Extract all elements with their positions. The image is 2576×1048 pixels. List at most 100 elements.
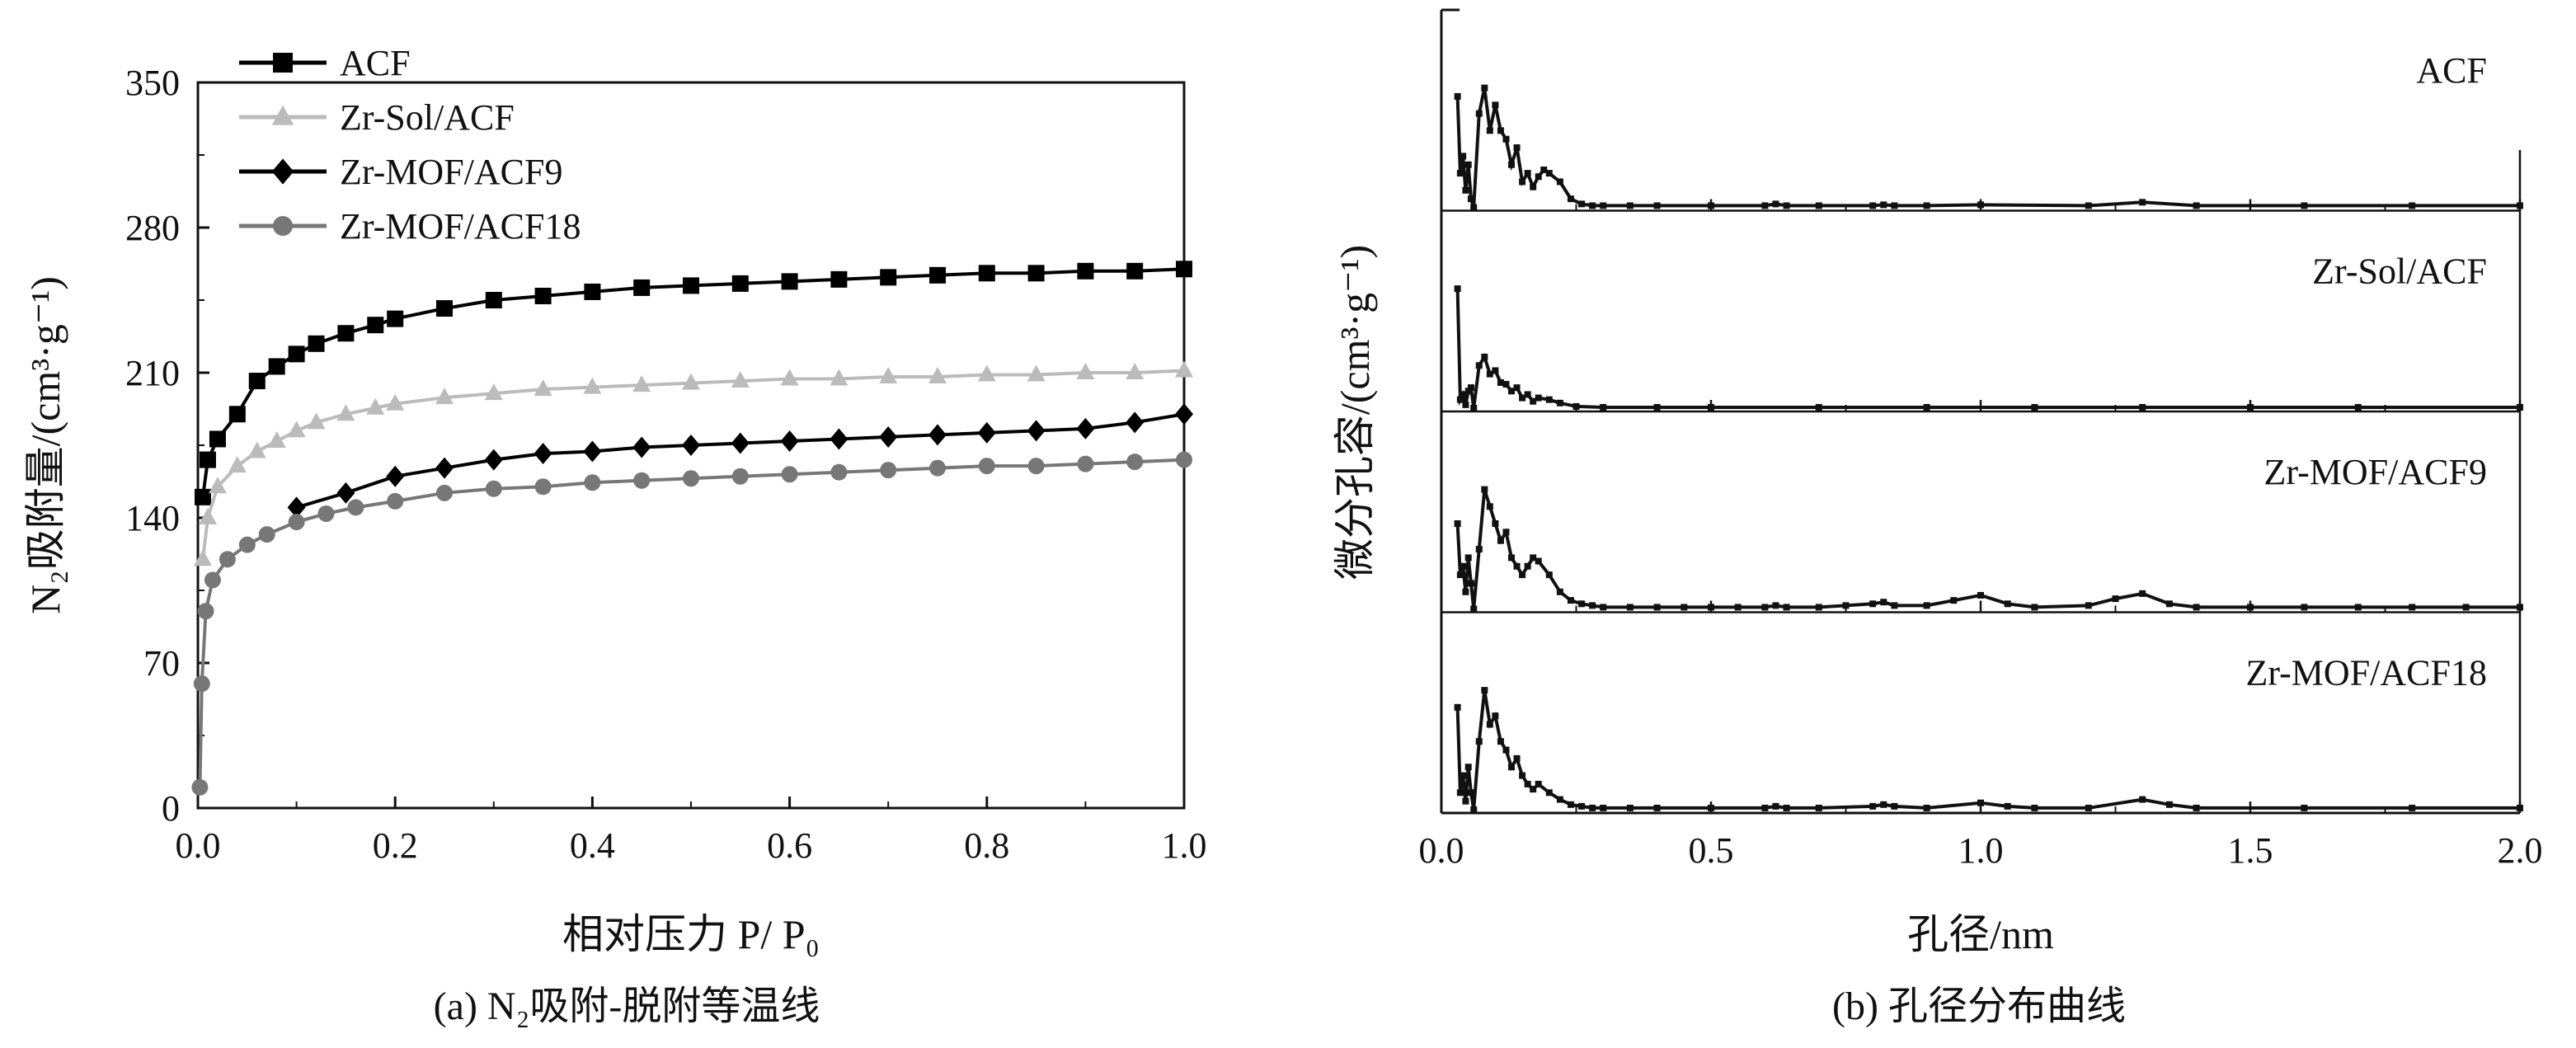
isotherm-data-point <box>879 425 898 448</box>
pore-data-point <box>1475 362 1483 369</box>
pore-data-point <box>1556 399 1563 407</box>
pore-data-point <box>1589 602 1596 609</box>
pore-data-point <box>1761 604 1769 611</box>
pore-data-point <box>1502 135 1510 143</box>
pore-data-point <box>1530 397 1537 405</box>
pore-data-point <box>1470 204 1478 211</box>
pore-data-point <box>1502 529 1510 536</box>
pore-data-point <box>1486 503 1493 510</box>
isotherm-data-point <box>1126 262 1144 280</box>
pore-data-point <box>2462 604 2470 611</box>
isotherm-data-point <box>534 287 552 304</box>
pore-data-point <box>1880 599 1887 606</box>
pore-data-point <box>1891 802 1898 810</box>
pore-data-point <box>1891 202 1898 209</box>
isotherm-data-point <box>978 265 995 282</box>
pore-distribution-x-axis-title: 孔径/nm <box>1907 911 2054 957</box>
legend-label: Zr-MOF/ACF18 <box>340 206 581 247</box>
isotherm-data-point <box>387 310 404 327</box>
pore-data-point <box>2247 604 2254 611</box>
pore-data-point <box>1869 600 1877 608</box>
isotherm-data-point <box>632 436 651 458</box>
pore-data-point <box>2301 604 2308 611</box>
pore-data-point <box>1464 388 1472 395</box>
pore-data-point <box>2165 801 2173 808</box>
pore-data-point <box>1497 738 1504 745</box>
isotherm-data-point <box>1027 265 1045 282</box>
pore-data-point <box>1545 170 1553 177</box>
pore-data-point <box>1567 195 1574 203</box>
pore-data-point <box>1454 285 1461 293</box>
pore-data-point <box>1481 486 1488 493</box>
pore-data-point <box>1462 186 1469 194</box>
isotherm-y-tick-label: 210 <box>125 353 180 393</box>
pore-data-point <box>1567 801 1574 808</box>
legend-marker <box>271 105 294 125</box>
pore-data-point <box>1923 403 1930 411</box>
pore-data-point <box>1481 84 1488 92</box>
isotherm-data-point <box>347 499 364 516</box>
pore-data-point <box>1530 183 1537 190</box>
pore-data-point <box>1513 144 1521 152</box>
isotherm-caption: (a) N₂吸附-脱附等温线 <box>434 985 820 1028</box>
pore-data-point <box>1492 101 1499 109</box>
pore-data-point <box>1761 804 1769 811</box>
pore-data-point <box>1530 554 1537 562</box>
pore-data-point <box>1519 571 1526 579</box>
pore-data-point <box>1470 405 1478 411</box>
pore-data-point <box>1475 546 1483 553</box>
isotherm-data-point <box>386 465 405 487</box>
pore-data-point <box>1600 604 1607 611</box>
isotherm-data-point <box>1126 411 1145 434</box>
pore-data-point <box>2085 804 2092 811</box>
isotherm-data-point <box>228 456 247 473</box>
pore-data-point <box>1540 166 1548 173</box>
isotherm-series-group <box>191 261 1193 796</box>
isotherm-data-point <box>781 466 798 483</box>
isotherm-data-point <box>1027 458 1045 475</box>
pore-data-point <box>1600 202 1607 209</box>
pore-data-point <box>1467 384 1474 392</box>
isotherm-y-tick-label: 280 <box>125 208 180 248</box>
isotherm-data-point <box>307 412 326 430</box>
pore-data-point <box>1486 721 1493 728</box>
pore-data-point <box>1923 602 1930 609</box>
pore-data-point <box>1535 173 1542 181</box>
pore-data-point <box>1524 170 1531 177</box>
pore-data-point <box>1815 202 1822 209</box>
pore-data-point <box>2517 202 2523 209</box>
isotherm-data-point <box>780 369 799 386</box>
pore-data-point <box>1502 381 1510 388</box>
isotherm-x-tick-label: 0.8 <box>964 825 1009 866</box>
isotherm-axis-ticks: 0.0 0.2 0.4 0.6 0.8 1.0 0 70 140 210 280 350 <box>125 63 1207 866</box>
isotherm-data-point <box>193 675 210 693</box>
pore-data-point <box>1454 703 1461 711</box>
pore-data-point <box>1950 597 1958 604</box>
isotherm-data-point <box>583 440 602 463</box>
pore-data-point <box>1653 604 1661 611</box>
pore-data-point <box>1626 202 1634 209</box>
isotherm-data-point <box>436 300 453 317</box>
pore-data-point <box>1772 802 1779 810</box>
pore-panel-label: Zr-Sol/ACF <box>2312 251 2487 292</box>
pore-data-point <box>1923 202 1930 209</box>
pore-data-point <box>1556 796 1563 803</box>
isotherm-data-point <box>193 549 212 566</box>
pore-data-point <box>1508 161 1516 168</box>
isotherm-chart: 0.0 0.2 0.4 0.6 0.8 1.0 0 70 140 210 280 350 ACF Zr-… <box>22 43 1207 1028</box>
pore-data-point <box>1467 195 1474 203</box>
pore-data-point <box>1481 353 1488 360</box>
isotherm-data-point <box>336 404 355 421</box>
pore-data-point <box>1578 600 1586 608</box>
isotherm-data-point <box>977 421 996 444</box>
pore-data-point <box>1600 403 1607 411</box>
pore-data-point <box>2004 600 2011 608</box>
isotherm-data-point <box>1175 360 1193 378</box>
pore-data-point <box>1481 687 1488 694</box>
isotherm-data-point <box>633 279 651 296</box>
isotherm-data-point <box>248 373 266 390</box>
pore-data-point <box>1869 202 1877 209</box>
pore-data-point <box>1708 202 1714 209</box>
pore-data-point <box>1783 202 1790 209</box>
